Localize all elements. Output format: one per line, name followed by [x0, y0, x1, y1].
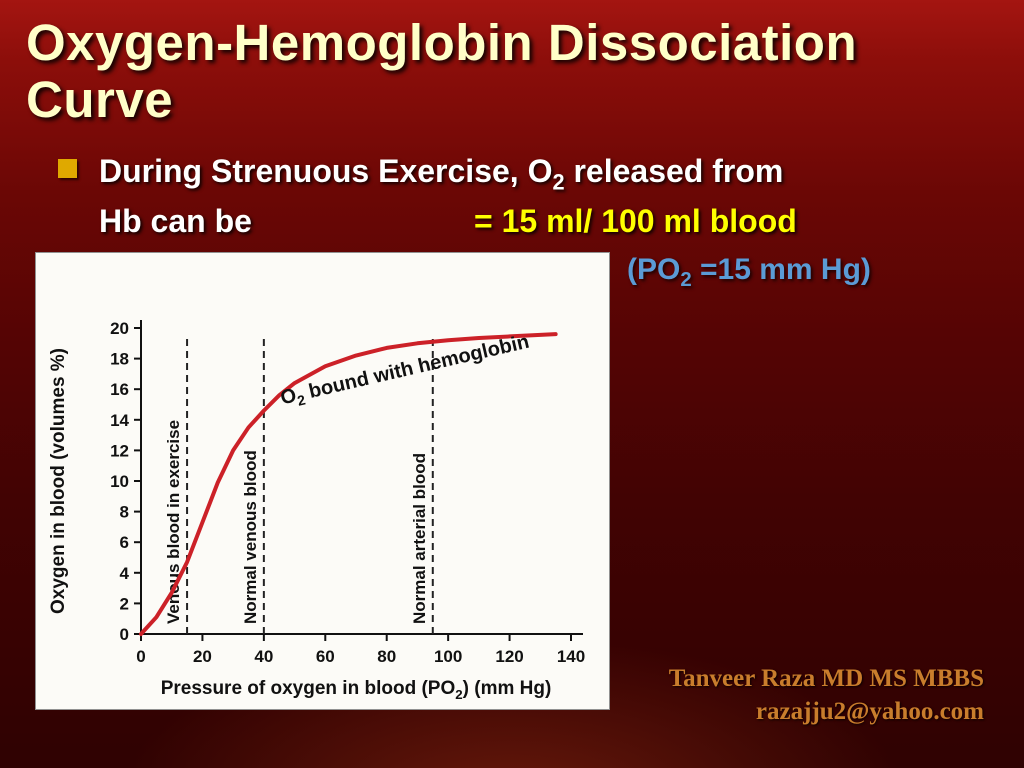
svg-text:4: 4	[120, 564, 130, 583]
po2-note-subscript: 2	[680, 269, 692, 291]
svg-text:20: 20	[110, 319, 129, 338]
svg-text:8: 8	[120, 503, 129, 522]
bullet-text: During Strenuous Exercise, O2 released f…	[99, 148, 797, 244]
title-line1: Oxygen-Hemoglobin Dissociation	[26, 14, 858, 71]
bullet-line1-post: released from	[564, 153, 784, 189]
svg-text:2: 2	[120, 594, 129, 613]
o2-subscript: 2	[552, 169, 565, 195]
bullet-line1-pre: During Strenuous Exercise, O	[99, 153, 553, 189]
credit: Tanveer Raza MD MS MBBS razajju2@yahoo.c…	[669, 663, 984, 728]
svg-text:Oxygen in blood (volumes %): Oxygen in blood (volumes %)	[48, 348, 69, 614]
chart-panel: 0 2 4 6 8 10 12 14 16 18 20 0 20 40 60 80 100 120 140 Venou…	[35, 252, 610, 710]
bullet-square-icon	[58, 159, 77, 178]
po2-note-pre: (PO	[627, 253, 681, 286]
svg-text:120: 120	[495, 647, 523, 666]
svg-text:80: 80	[377, 647, 396, 666]
svg-text:40: 40	[254, 647, 273, 666]
svg-text:Normal arterial blood: Normal arterial blood	[410, 453, 429, 624]
title-line2: Curve	[26, 71, 174, 129]
bullet-line2-highlight: = 15 ml/ 100 ml blood	[474, 202, 797, 239]
svg-text:20: 20	[193, 647, 212, 666]
svg-text:16: 16	[110, 380, 129, 399]
svg-text:Venous blood in exercise: Venous blood in exercise	[164, 420, 183, 624]
po2-note-post: =15 mm Hg)	[691, 253, 871, 286]
po2-note: (PO2 =15 mm Hg)	[627, 253, 871, 292]
svg-text:10: 10	[110, 472, 129, 491]
page-title: Oxygen-Hemoglobin Dissociation Curve	[26, 14, 857, 128]
svg-text:140: 140	[557, 647, 585, 666]
svg-text:0: 0	[136, 647, 145, 666]
svg-text:Normal venous blood: Normal venous blood	[241, 450, 260, 624]
svg-text:14: 14	[110, 411, 129, 430]
svg-text:18: 18	[110, 350, 129, 369]
svg-text:6: 6	[120, 533, 129, 552]
svg-text:Pressure of oxygen in blood (P: Pressure of oxygen in blood (PO2) (mm Hg…	[161, 678, 552, 702]
svg-text:100: 100	[434, 647, 462, 666]
dissociation-curve-chart: 0 2 4 6 8 10 12 14 16 18 20 0 20 40 60 80 100 120 140 Venou…	[48, 319, 585, 702]
credit-email: razajju2@yahoo.com	[755, 697, 984, 725]
bullet-line2: Hb can be = 15 ml/ 100 ml blood	[99, 198, 797, 244]
svg-text:60: 60	[316, 647, 335, 666]
bullet-item: During Strenuous Exercise, O2 released f…	[58, 148, 978, 244]
credit-name: Tanveer Raza MD MS MBBS	[668, 665, 984, 692]
svg-text:0: 0	[120, 625, 129, 644]
bullet-line2-white: Hb can be	[99, 202, 252, 239]
svg-text:12: 12	[110, 441, 129, 460]
bullet-line1: During Strenuous Exercise, O2 released f…	[99, 148, 797, 198]
